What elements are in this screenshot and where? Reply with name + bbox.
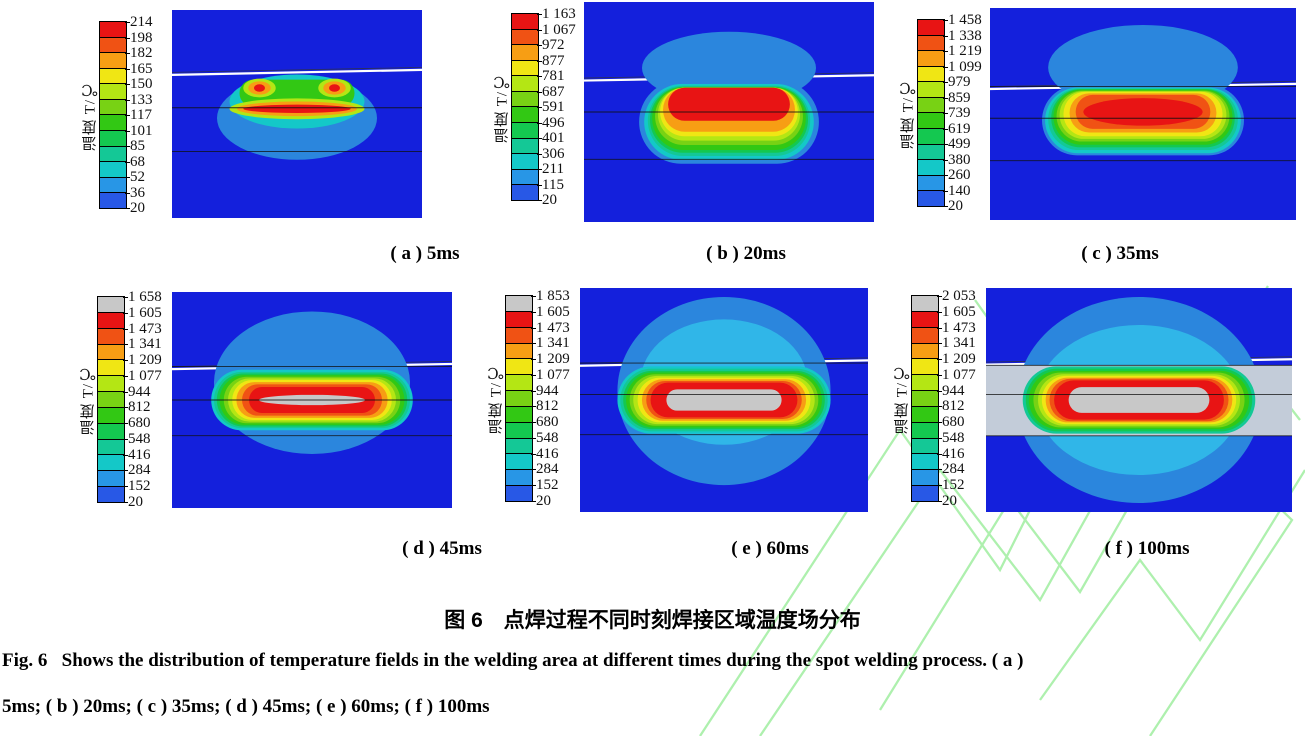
- colorbar-d: [97, 296, 125, 503]
- colorbar-label-c: 温度 T/℃: [900, 77, 917, 149]
- figure-caption-zh: 图 6 点焊过程不同时刻焊接区域温度场分布: [444, 609, 861, 632]
- subcaption-a: ( a ) 5ms: [390, 243, 460, 264]
- subcaption-c: ( c ) 35ms: [1081, 243, 1159, 264]
- colorbar-ticks-a: 214 198 182 165 150 133 117 101 85 68 52 36 20: [125, 14, 153, 216]
- sim-image-a: [172, 10, 422, 218]
- sim-image-d: [172, 292, 452, 508]
- panel-d: 温度 T/℃ 1 658 1 605 1 473 1 341 1 209 1 077 944…: [78, 289, 452, 516]
- subcaption-d: ( d ) 45ms: [402, 538, 482, 559]
- colorbar-a: [99, 21, 127, 209]
- sim-image-b: [584, 2, 874, 222]
- panel-e: 温度 T/℃ 1 853 1 605 1 473 1 341 1 209 1 077 944…: [486, 286, 868, 516]
- panel-c: 温度 T/℃ 1 458 1 338 1 219 1 099 979 859 739 619 4…: [898, 6, 1296, 220]
- colorbar-b: [511, 13, 539, 201]
- figure-caption-en-line2: 5ms; ( b ) 20ms; ( c ) 35ms; ( d ) 45ms;…: [2, 696, 490, 717]
- subcaption-b: ( b ) 20ms: [706, 243, 786, 264]
- colorbar-label-b: 温度 T/℃: [494, 71, 511, 143]
- panel-f: 温度 T/℃ 2 053 1 605 1 473 1 341 1 209 1 077 944…: [892, 286, 1292, 516]
- colorbar-e: [505, 295, 533, 502]
- colorbar-c: [917, 19, 945, 207]
- colorbar-ticks-f: 2 053 1 605 1 473 1 341 1 209 1 077 944 812 680 5…: [937, 288, 976, 509]
- colorbar-ticks-c: 1 458 1 338 1 219 1 099 979 859 739 619 499 380 26…: [943, 12, 982, 214]
- colorbar-label-e: 温度 T/℃: [488, 362, 505, 435]
- colorbar-ticks-e: 1 853 1 605 1 473 1 341 1 209 1 077 944 812 680 5…: [531, 288, 570, 509]
- colorbar-ticks-b: 1 163 1 067 972 877 781 687 591 496 401 306 211 115…: [537, 6, 576, 208]
- colorbar-label-f: 温度 T/℃: [894, 362, 911, 435]
- colorbar-f: [911, 295, 939, 502]
- panel-b: 温度 T/℃ 1 163 1 067 972 877 781 687 591 496 401 30…: [492, 0, 874, 222]
- colorbar-label-d: 温度 T/℃: [80, 363, 97, 436]
- sim-image-c: [990, 8, 1296, 220]
- sim-image-e: [580, 288, 868, 512]
- figure-caption-en-line1: Fig. 6 Shows the distribution of tempera…: [2, 650, 1024, 671]
- panel-a: 温度 T/℃ 214 198 182 165 150 133 117 101 85 68 52 36 2…: [80, 8, 422, 220]
- sim-image-f: [986, 288, 1292, 512]
- colorbar-label-a: 温度 T/℃: [82, 79, 99, 151]
- subcaption-e: ( e ) 60ms: [731, 538, 809, 559]
- subcaption-f: ( f ) 100ms: [1104, 538, 1190, 559]
- colorbar-ticks-d: 1 658 1 605 1 473 1 341 1 209 1 077 944 812 680 5…: [123, 289, 162, 510]
